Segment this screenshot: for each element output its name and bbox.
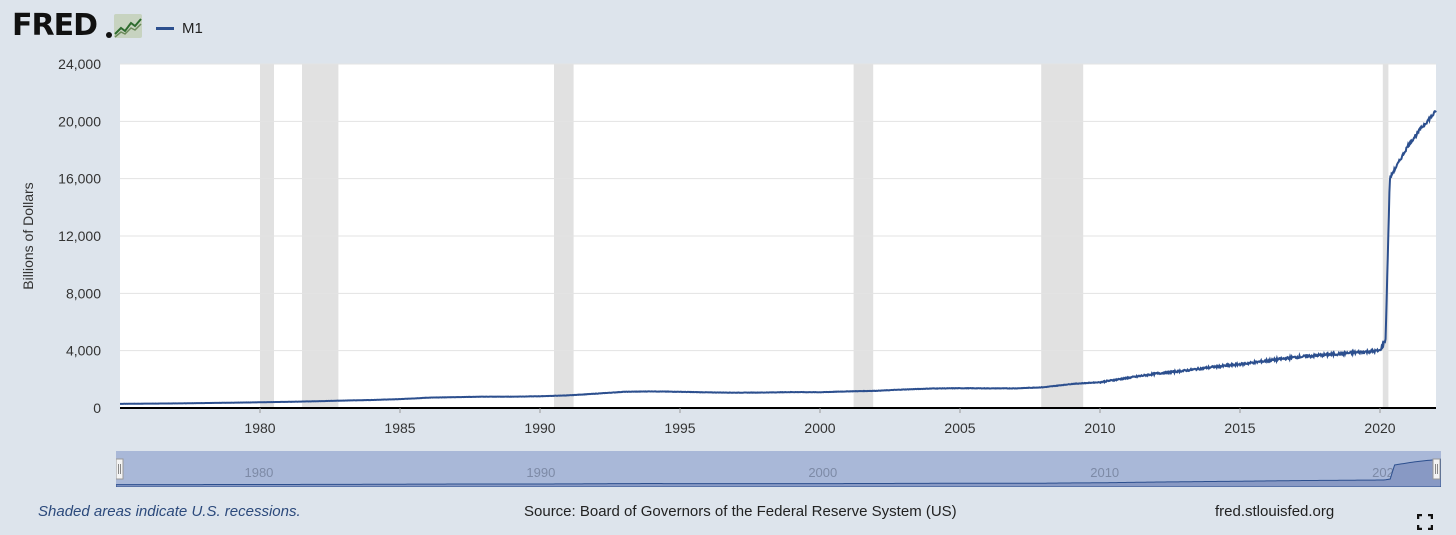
expand-icon[interactable] xyxy=(1417,514,1433,530)
y-tick-label: 0 xyxy=(93,400,101,416)
x-tick-labels: 1980 1985 1990 1995 2000 2005 2010 2015 2020 xyxy=(244,408,1396,436)
y-tick-label: 12,000 xyxy=(58,228,101,244)
x-tick-label: 1985 xyxy=(384,420,415,436)
x-tick-label: 2005 xyxy=(944,420,975,436)
y-tick-label: 16,000 xyxy=(58,171,101,187)
navigator-handle-right[interactable] xyxy=(1432,458,1441,480)
range-navigator[interactable]: 1980 1990 2000 2010 2020 xyxy=(116,451,1441,487)
x-tick-label: 1990 xyxy=(524,420,555,436)
recession-note: Shaded areas indicate U.S. recessions. xyxy=(38,503,301,520)
x-tick-label: 2015 xyxy=(1224,420,1255,436)
x-tick-label: 2010 xyxy=(1084,420,1115,436)
fred-logo[interactable]: FRED xyxy=(12,8,98,43)
legend-label: M1 xyxy=(182,19,203,37)
y-tick-label: 24,000 xyxy=(58,56,101,72)
navigator-series-line xyxy=(116,458,1441,487)
navigator-label: 1990 xyxy=(526,465,555,480)
navigator-label: 2000 xyxy=(808,465,837,480)
y-tick-label: 8,000 xyxy=(66,285,101,301)
x-tick-label: 1995 xyxy=(664,420,695,436)
y-tick-label: 20,000 xyxy=(58,113,101,129)
navigator-label: 2010 xyxy=(1090,465,1119,480)
x-tick-label: 2020 xyxy=(1364,420,1395,436)
source-text[interactable]: Source: Board of Governors of the Federa… xyxy=(524,503,957,520)
line-chart-icon xyxy=(114,14,142,38)
legend-swatch xyxy=(156,26,174,30)
y-tick-labels: 0 4,000 8,000 12,000 16,000 20,000 24,000 xyxy=(58,56,101,416)
fred-url[interactable]: fred.stlouisfed.org xyxy=(1215,503,1335,520)
fred-logo-dot xyxy=(106,32,112,38)
series-line-m1 xyxy=(119,109,1437,405)
navigator-label: 1980 xyxy=(244,465,273,480)
y-tick-label: 4,000 xyxy=(66,343,101,359)
legend[interactable]: M1 xyxy=(156,18,203,38)
navigator-handle-left[interactable] xyxy=(116,458,124,480)
gridlines xyxy=(120,63,1436,352)
y-axis-label: Billions of Dollars xyxy=(20,182,36,289)
x-tick-label: 1980 xyxy=(244,420,275,436)
x-tick-label: 2000 xyxy=(804,420,835,436)
chart-header: FRED M1 xyxy=(0,0,1456,56)
